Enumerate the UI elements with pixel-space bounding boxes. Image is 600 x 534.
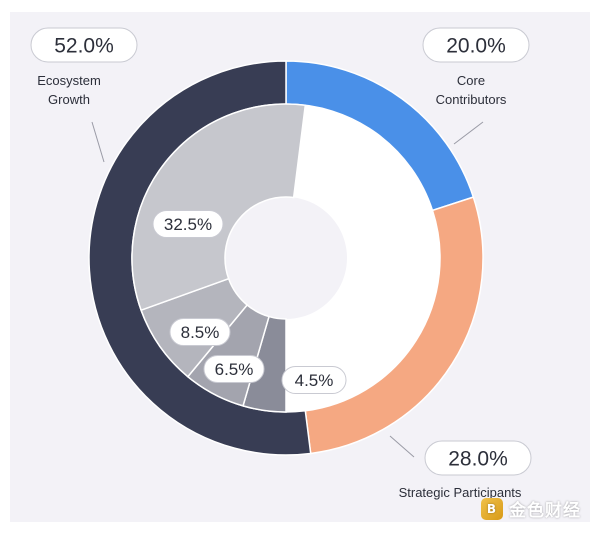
leader-strategic (389, 435, 415, 458)
label-core-contributors-line-1: Core (457, 73, 485, 88)
label-strategic-participants: Strategic Participants (399, 485, 522, 500)
leader-ecosystem (91, 121, 105, 163)
label-ecosystem-growth-line-2: Growth (48, 92, 90, 107)
leader-core (453, 121, 484, 145)
chart-panel: 20.0% 28.0% 52.0% 4.5% 6.5% 8.5% 32.5% Core Cont… (10, 12, 590, 522)
inner-6-5-pill (203, 355, 265, 383)
inner-8-5-pill (169, 318, 231, 346)
inner-4-5-label: 4.5% (295, 371, 334, 390)
strategic-value-pill (424, 440, 532, 476)
strategic-value-label: 28.0% (448, 448, 508, 471)
watermark-text: 金色财经 (509, 501, 581, 521)
inner-32-5-label: 32.5% (164, 215, 212, 234)
ecosystem-value-pill (30, 27, 138, 63)
core-value-pill (422, 27, 530, 63)
label-core-contributors-line-2: Contributors (436, 92, 507, 107)
slice-inner-32-5 (131, 103, 307, 312)
inner-4-5-pill (281, 366, 347, 394)
ecosystem-value-label: 52.0% (54, 35, 114, 58)
watermark-logo-icon: B (481, 497, 503, 520)
inner-8-5-label: 8.5% (181, 323, 220, 342)
donut-chart: 20.0% 28.0% 52.0% 4.5% 6.5% 8.5% 32.5% Core Cont… (30, 27, 532, 500)
core-value-label: 20.0% (446, 35, 506, 58)
inner-6-5-label: 6.5% (215, 360, 254, 379)
label-ecosystem-growth-line-1: Ecosystem (37, 73, 101, 88)
watermark: B 金色财经 (481, 496, 581, 521)
inner-32-5-pill (152, 210, 224, 238)
